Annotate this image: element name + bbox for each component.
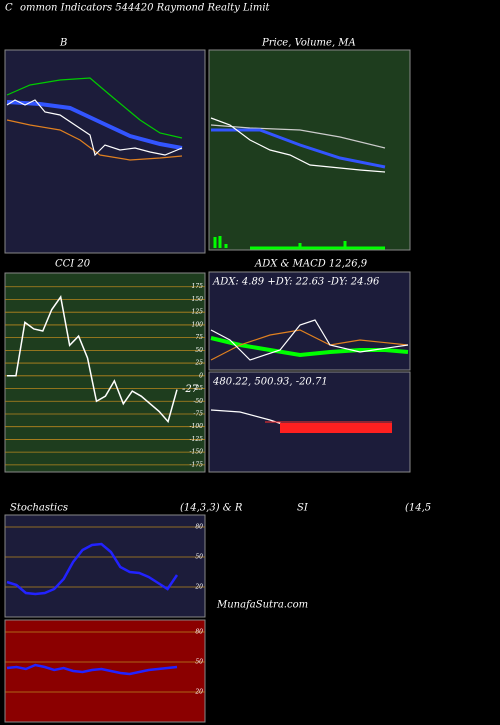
corner-letter: C	[5, 3, 13, 14]
panel-title: ADX & MACD 12,26,9	[254, 259, 368, 270]
y-tick-label: 20	[194, 584, 203, 591]
panel-title: CCI 20	[55, 259, 91, 270]
y-tick-label: -175	[190, 461, 204, 468]
y-tick-label: 50	[195, 347, 203, 354]
y-tick-label: 0	[199, 372, 203, 379]
panel-title: B	[59, 38, 67, 49]
panel-subtitle: (14,3,3) & R	[180, 503, 243, 514]
annotation: ADX: 4.89 +DY: 22.63 -DY: 24.96	[212, 277, 380, 288]
y-tick-label: -25	[193, 385, 203, 392]
y-tick-label: 175	[192, 283, 204, 290]
indicator-line	[7, 295, 178, 424]
last-value-label: -27	[182, 384, 199, 395]
y-tick-label: 80	[195, 524, 203, 531]
panel-title: Stochastics	[10, 503, 68, 514]
bollinger-lines	[6, 77, 183, 161]
price-panel	[208, 49, 411, 251]
y-tick-label: 100	[192, 321, 204, 328]
y-tick-label: 50	[195, 554, 203, 561]
y-tick-label: 125	[192, 309, 204, 316]
macd-histogram	[280, 423, 392, 433]
y-tick-label: 150	[192, 296, 204, 303]
y-tick-label: -75	[193, 410, 203, 417]
y-tick-label: 50	[195, 659, 203, 666]
y-tick-label: 80	[195, 629, 203, 636]
y-tick-label: 75	[195, 334, 203, 341]
watermark: MunafaSutra.com	[216, 600, 308, 611]
cci-panel	[4, 272, 206, 473]
y-tick-label: -50	[193, 398, 203, 405]
indicator-line	[6, 542, 179, 596]
indicator-line	[6, 663, 178, 676]
panel-title: SI	[297, 503, 309, 514]
y-tick-label: -150	[190, 449, 204, 456]
panel-subtitle: (14,5	[405, 503, 431, 514]
y-tick-label: -100	[190, 423, 204, 430]
price-lines	[210, 117, 386, 250]
stochastic-panel	[4, 514, 206, 618]
y-tick-label: 25	[194, 360, 203, 367]
page-title: ommon Indicators 544420 Raymond Realty L…	[20, 3, 271, 14]
y-tick-label: 20	[194, 689, 203, 696]
annotation: 480.22, 500.93, -20.71	[212, 377, 328, 388]
adx-lines	[210, 319, 409, 433]
panel-title: Price, Volume, MA	[261, 38, 356, 49]
y-tick-label: -125	[190, 436, 204, 443]
